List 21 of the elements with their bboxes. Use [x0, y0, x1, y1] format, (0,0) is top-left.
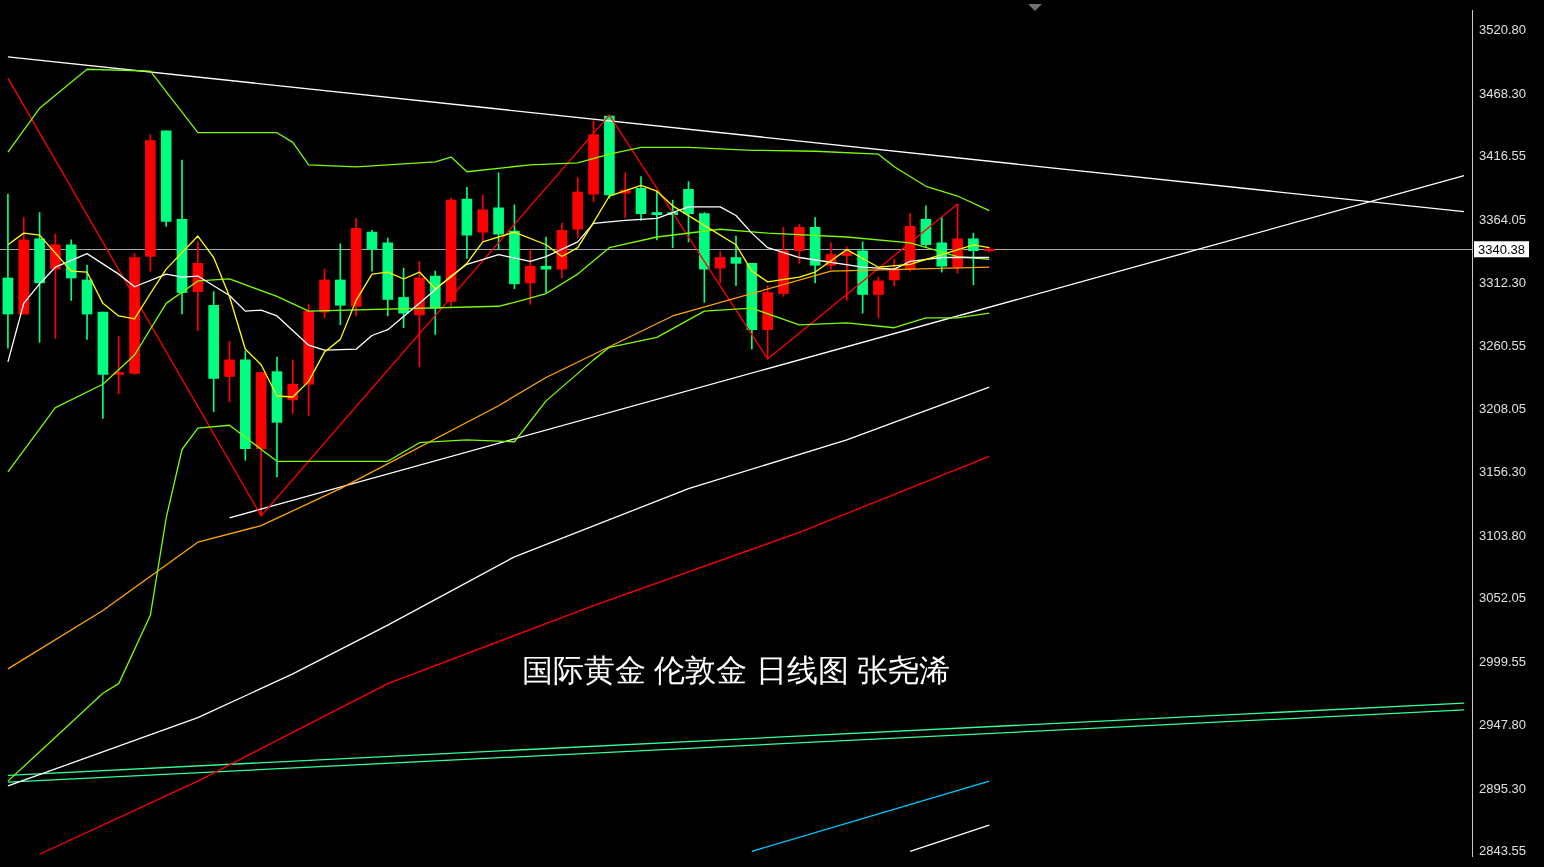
candlestick [2, 193, 14, 349]
candlestick [841, 246, 853, 301]
y-tick-label: 3208.05 [1479, 401, 1526, 417]
y-tick-label: 3468.30 [1479, 85, 1526, 101]
y-tick-label: 3103.80 [1479, 527, 1526, 543]
y-tick-label: 2947.80 [1479, 716, 1526, 732]
candlestick [113, 336, 125, 395]
y-tick-label: 3416.55 [1479, 148, 1526, 164]
y-tick-label: 3312.30 [1479, 274, 1526, 290]
y-tick-label: 3260.55 [1479, 337, 1526, 353]
y-tick-label: 2895.30 [1479, 780, 1526, 796]
candlestick [651, 190, 663, 241]
y-tick-label: 3520.80 [1479, 21, 1526, 37]
y-tick-label: 3364.05 [1479, 212, 1526, 228]
candlestick [730, 235, 742, 287]
y-tick-label: 3156.30 [1479, 464, 1526, 480]
ref-line-label: 3340.38 [1478, 241, 1525, 257]
y-tick-label: 2843.55 [1479, 843, 1526, 859]
y-tick-label: 3052.05 [1479, 590, 1526, 606]
y-tick-label: 2999.55 [1479, 654, 1526, 670]
annotation: 国际黄金 伦敦金 日线图 张尧浠 [521, 653, 951, 689]
